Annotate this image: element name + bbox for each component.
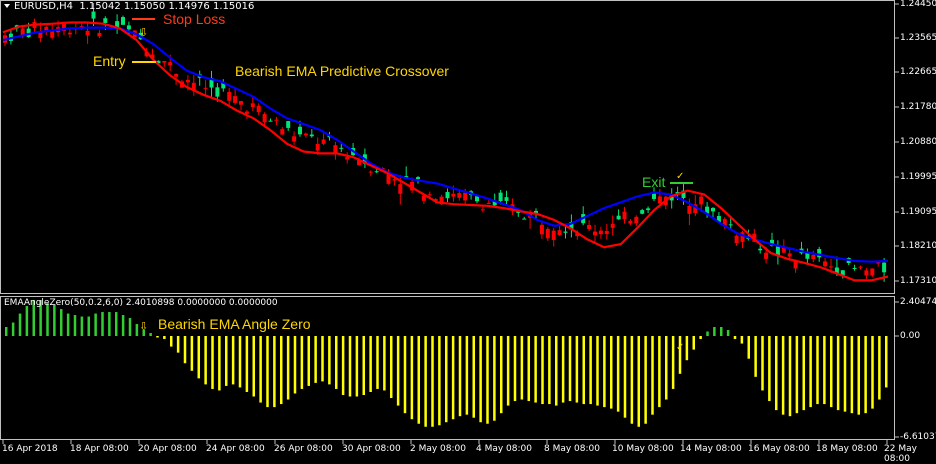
price-label: 1.23565 [900,33,936,43]
time-label: 22 May 08:00 [884,444,917,464]
entry-label: Entry [93,53,126,69]
time-label: 16 May 08:00 [748,444,810,454]
exit-label: Exit [642,174,666,190]
checkmark-icon-indicator: ✓ [676,342,684,353]
down-arrow-icon: ⇩ [139,26,148,39]
time-label: 4 May 08:00 [476,444,532,454]
time-label: 16 Apr 2018 [2,444,58,454]
ema-angle-histogram [5,300,888,427]
crossover-label: Bearish EMA Predictive Crossover [235,63,449,79]
main-chart-frame [0,0,895,294]
stop-loss-label: Stop Loss [163,11,226,27]
time-label: 14 May 08:00 [680,444,742,454]
time-label: 26 Apr 08:00 [274,444,333,454]
checkmark-icon: ✓ [676,171,684,182]
price-label: 1.17310 [900,276,936,286]
time-label: 30 Apr 08:00 [342,444,401,454]
indicator-zero-label: 0.00 [900,331,921,341]
time-label: 10 May 08:00 [612,444,674,454]
menu-triangle-icon[interactable] [4,4,10,8]
chart-header-symbol: EURUSD,H4 1.15042 1.15050 1.14976 1.1501… [14,1,255,12]
slow-ema-line [2,26,889,263]
price-label: 1.18210 [900,241,936,251]
indicator-min-label: -6.6103728 [900,432,936,442]
time-label: 20 Apr 08:00 [138,444,197,454]
down-arrow-icon-indicator: ⇩ [139,320,148,333]
time-label: 2 May 08:00 [410,444,466,454]
time-label: 18 May 08:00 [816,444,878,454]
time-label: 18 Apr 08:00 [70,444,129,454]
price-label: 1.19095 [900,207,936,217]
fast-ema-line [2,21,889,282]
angle-zero-label: Bearish EMA Angle Zero [158,316,311,332]
time-label: 8 May 08:00 [544,444,600,454]
price-label: 1.19995 [900,172,936,182]
price-label: 1.21780 [900,102,936,112]
price-label: 1.20880 [900,137,936,147]
price-label: 1.24450 [900,0,936,9]
indicator-header: EMAAngleZero(50,0.2,6,0) 2.4010898 0.000… [4,298,278,308]
time-label: 24 Apr 08:00 [206,444,265,454]
price-label: 1.22665 [900,67,936,77]
indicator-frame [0,296,895,440]
indicator-max-label: 2.4047418 [900,297,936,307]
